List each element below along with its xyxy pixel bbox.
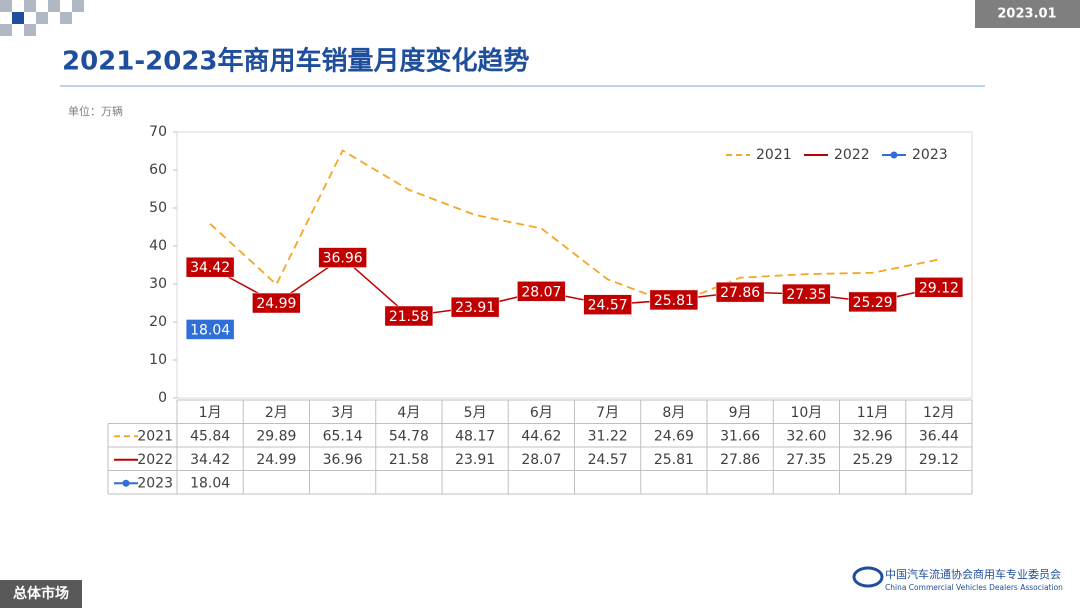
table-series-name: 2021 — [137, 428, 173, 444]
table-cell: 65.14 — [323, 428, 363, 444]
section: 总体市场 — [13, 585, 69, 602]
table-cell: 25.81 — [654, 452, 694, 468]
table-cell: 18.04 — [190, 475, 230, 491]
data-label-box — [782, 283, 831, 305]
y-tick-label: 40 — [149, 238, 167, 254]
y-tick-label: 70 — [149, 124, 167, 140]
legend-marker — [890, 151, 898, 159]
table-cell: 27.35 — [786, 452, 826, 468]
table-cell: 29.12 — [919, 452, 959, 468]
data-label: 21.58 — [389, 309, 429, 325]
data-label-box — [517, 281, 566, 302]
table-cell: 24.57 — [588, 452, 628, 468]
table-series-name: 2022 — [137, 452, 173, 468]
table-cell: 28.07 — [521, 452, 561, 468]
legend-label: 2023 — [912, 147, 948, 163]
table-cell: 21.58 — [389, 452, 429, 468]
data-label-box — [715, 281, 765, 303]
y-tick-label: 60 — [149, 162, 167, 178]
table-cell: 34.42 — [190, 452, 230, 468]
x-tick-label: 9月 — [729, 405, 752, 421]
date-box — [975, 0, 1080, 28]
table-cell: 31.66 — [720, 428, 760, 444]
data-label-box — [252, 292, 301, 314]
legend-label: 2022 — [834, 147, 870, 163]
plot-frame — [176, 131, 973, 399]
data-label-box — [185, 256, 235, 278]
date: 2023.01 — [997, 7, 1056, 22]
table-series-name: 2023 — [137, 475, 173, 491]
table-cell: 48.17 — [455, 428, 495, 444]
x-tick-label: 4月 — [397, 405, 420, 421]
x-tick-label: 10月 — [790, 405, 822, 421]
x-tick-label: 6月 — [530, 405, 553, 421]
table-cell: 31.22 — [588, 428, 628, 444]
table-cell: 44.62 — [521, 428, 561, 444]
data-label: 28.07 — [521, 284, 561, 300]
data-label-box — [583, 294, 632, 315]
data-label-box — [185, 319, 235, 340]
data-label: 25.29 — [853, 295, 893, 311]
y-tick-label: 20 — [149, 314, 167, 330]
table-cell: 45.84 — [190, 428, 230, 444]
legend-marker — [122, 479, 130, 487]
x-tick-label: 7月 — [596, 405, 619, 421]
table-cell: 27.86 — [720, 452, 760, 468]
table-cell: 29.89 — [256, 428, 296, 444]
data-label-box — [384, 305, 434, 327]
x-tick-label: 3月 — [331, 405, 354, 421]
data-label: 34.42 — [190, 260, 230, 276]
data-label-box — [318, 247, 367, 268]
y-tick-label: 10 — [149, 352, 167, 368]
table-cell: 54.78 — [389, 428, 429, 444]
series-line — [209, 149, 940, 306]
data-label: 24.57 — [588, 298, 628, 314]
legend-label: 2021 — [756, 147, 792, 163]
data-label: 25.81 — [654, 293, 694, 309]
unit-label: 单位：万辆 — [68, 104, 123, 118]
chart-title: 2021-2023年商用车销量月度变化趋势 — [62, 46, 530, 77]
data-label: 29.12 — [919, 280, 959, 296]
y-tick-label: 30 — [149, 276, 167, 292]
corner-decoration — [0, 0, 84, 36]
data-label-box — [848, 291, 897, 313]
org-cn: 中国汽车流通协会商用车专业委员会 — [885, 567, 1061, 581]
y-tick-label: 0 — [158, 390, 167, 406]
x-tick-label: 1月 — [199, 405, 222, 421]
table-cell: 36.44 — [919, 428, 959, 444]
x-tick-label: 2月 — [265, 405, 288, 421]
table-cell: 23.91 — [455, 452, 495, 468]
x-tick-label: 5月 — [464, 405, 487, 421]
x-tick-label: 8月 — [662, 405, 685, 421]
org-en: China Commercial Vehicles Dealers Associ… — [885, 583, 1063, 592]
data-label-box — [450, 296, 500, 318]
table-cell: 24.99 — [256, 452, 296, 468]
x-tick-label: 11月 — [857, 405, 889, 421]
x-tick-label: 12月 — [923, 405, 955, 421]
table-cell: 25.29 — [853, 452, 893, 468]
data-label-box — [649, 289, 699, 311]
data-label: 27.35 — [786, 287, 826, 303]
y-tick-label: 50 — [149, 200, 167, 216]
table-cell: 32.96 — [853, 428, 893, 444]
table-cell: 36.96 — [323, 452, 363, 468]
section-box — [0, 580, 82, 608]
table-cell: 32.60 — [786, 428, 826, 444]
data-label-box — [914, 277, 964, 298]
data-label: 18.04 — [190, 322, 230, 338]
data-label: 23.91 — [455, 300, 495, 316]
data-label: 27.86 — [720, 285, 760, 301]
data-label: 36.96 — [323, 251, 363, 267]
logo — [852, 566, 884, 588]
table-cell: 24.69 — [654, 428, 694, 444]
data-label: 24.99 — [256, 296, 296, 312]
